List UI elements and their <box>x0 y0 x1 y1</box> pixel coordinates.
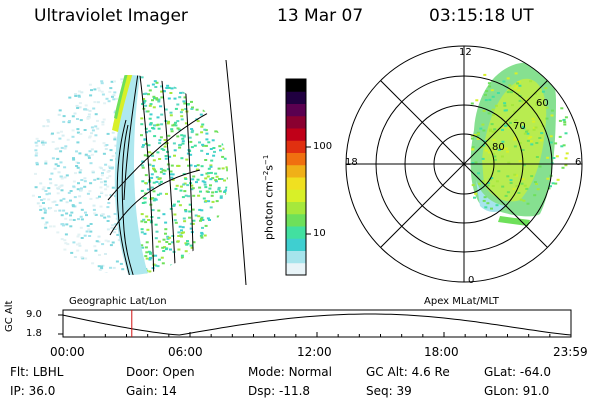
altitude-ylabel: GC Alt <box>4 300 15 332</box>
colorbar-segment <box>286 262 306 276</box>
mlt-label-0: 0 <box>468 275 475 286</box>
units-exp2: −1 <box>262 154 270 165</box>
mlt-label-18: 18 <box>345 157 358 168</box>
colorbar-segment <box>286 115 306 129</box>
colorbar-segment <box>286 152 306 166</box>
status-gain: Gain: 14 <box>126 384 177 398</box>
altitude-curve <box>62 313 572 336</box>
status-glat: GLat: -64.0 <box>484 365 551 379</box>
colorbar-segment <box>286 79 306 92</box>
x-tick-label-0000: 00:00 <box>50 345 85 359</box>
colorbar-segment <box>286 213 306 227</box>
status-mode: Mode: Normal <box>248 365 332 379</box>
colorbar-segment <box>286 103 306 117</box>
altitude-x-ticks <box>62 332 572 337</box>
mlat-label-80: 80 <box>492 142 505 153</box>
colorbar-segment <box>286 140 306 153</box>
geo-caption: Geographic Lat/Lon <box>69 296 167 307</box>
colorbar-segment <box>286 91 306 104</box>
x-tick-label-1800: 18:00 <box>424 345 459 359</box>
colorbar-label-10: 10 <box>313 228 326 239</box>
colorbar-segment <box>286 128 306 141</box>
mlt-label-12: 12 <box>459 47 472 58</box>
status-filter: Flt: LBHL <box>10 365 64 379</box>
colorbar-label-100: 100 <box>313 141 333 152</box>
status-glon: GLon: 91.0 <box>484 384 550 398</box>
colorbar-frame <box>285 78 307 276</box>
colorbar-segment <box>286 189 306 202</box>
status-dsp: Dsp: -11.8 <box>248 384 311 398</box>
colorbar-segment <box>286 201 306 215</box>
units-main: photon cm <box>262 181 276 240</box>
polar-caption: Apex MLat/MLT <box>424 296 499 307</box>
instrument-title: Ultraviolet Imager <box>34 6 188 26</box>
colorbar-segment <box>286 238 306 251</box>
colorbar-segment <box>286 226 306 239</box>
altitude-y-min: 1.8 <box>26 328 42 339</box>
polar-image <box>470 62 569 226</box>
x-tick-label-0600: 06:00 <box>168 345 203 359</box>
mlt-label-6: 6 <box>575 157 582 168</box>
mlat-label-60: 60 <box>536 98 549 109</box>
status-ip: IP: 36.0 <box>10 384 56 398</box>
colorbar-segment <box>286 177 306 190</box>
colorbar-segment <box>286 164 306 178</box>
date-label: 13 Mar 07 <box>277 6 364 26</box>
altitude-y-max: 9.0 <box>26 309 42 320</box>
colorbar-units: photon cm−2s−1 <box>262 155 276 240</box>
polar-grid <box>345 45 583 283</box>
status-seq: Seq: 39 <box>366 384 412 398</box>
status-door: Door: Open <box>126 365 195 379</box>
mlat-label-70: 70 <box>513 121 526 132</box>
units-exp1: −2 <box>262 170 270 182</box>
time-label: 03:15:18 UT <box>429 6 534 26</box>
x-tick-label-1200: 12:00 <box>297 345 332 359</box>
meridian-outer-line <box>225 59 247 286</box>
status-gc-alt: GC Alt: 4.6 Re <box>366 365 450 379</box>
colorbar-segment <box>286 250 306 264</box>
colorbar <box>286 79 306 276</box>
geographic-image <box>28 75 228 275</box>
altitude-plot <box>58 309 572 338</box>
units-mid: s <box>262 164 276 171</box>
x-tick-label-2359: 23:59 <box>553 345 588 359</box>
